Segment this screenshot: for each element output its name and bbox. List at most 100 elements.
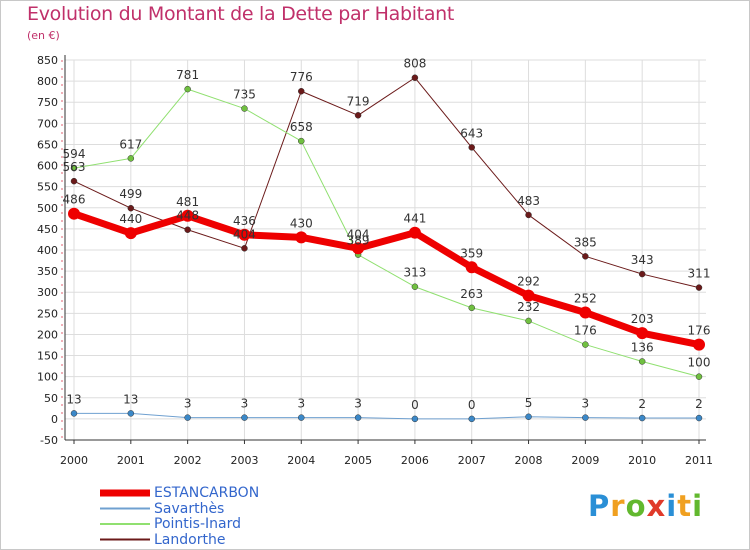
point-pointis-inard: [70, 164, 78, 172]
logo-letter: i: [666, 489, 678, 523]
x-tick-label: 2006: [401, 454, 429, 467]
legend-label-estancarbon: ESTANCARBON: [154, 485, 260, 501]
data-label-pointis-inard: 617: [119, 137, 142, 151]
data-label-estancarbon: 176: [688, 324, 711, 338]
x-tick-label: 2004: [287, 454, 315, 467]
data-label-pointis-inard: 594: [63, 147, 86, 161]
data-label-estancarbon: 404: [347, 227, 370, 241]
logo-letter: P: [588, 489, 611, 523]
data-label-estancarbon: 252: [574, 291, 597, 305]
chart-subtitle: (en €): [27, 29, 60, 42]
data-label-landorthe: 719: [347, 94, 370, 108]
data-label-pointis-inard: 176: [574, 324, 597, 338]
series-line-pointis-inard: [73, 88, 700, 378]
y-tick-label: 100: [37, 371, 58, 384]
data-label-savarth-s: 5: [525, 396, 533, 410]
y-tick-label: 150: [37, 350, 58, 363]
data-label-landorthe: 404: [233, 227, 256, 241]
data-label-pointis-inard: 232: [517, 300, 540, 314]
data-label-estancarbon: 436: [233, 214, 256, 228]
point-savarth-s: [184, 414, 191, 421]
point-landorthe: [354, 112, 362, 119]
logo-letter: r: [610, 489, 626, 523]
data-label-landorthe: 311: [688, 267, 711, 281]
data-label-landorthe: 499: [119, 187, 142, 201]
point-estancarbon: [295, 231, 308, 244]
point-savarth-s: [468, 415, 475, 423]
point-savarth-s: [638, 414, 646, 422]
grid: [65, 59, 706, 441]
data-label-savarth-s: 3: [354, 397, 362, 411]
logo-letter: t: [677, 489, 693, 523]
y-tick-label: 750: [37, 96, 58, 109]
point-pointis-inard: [695, 373, 703, 380]
legend-label-landorthe: Landorthe: [154, 531, 226, 548]
y-tick-label: -50: [40, 434, 58, 447]
data-label-landorthe: 776: [290, 70, 313, 84]
y-tick-label: 800: [37, 75, 58, 88]
point-landorthe: [70, 177, 78, 185]
y-tick-label: 550: [37, 181, 58, 194]
point-savarth-s: [525, 413, 532, 421]
data-label-pointis-inard: 735: [233, 88, 256, 102]
y-tick-label: 650: [37, 138, 58, 151]
y-tick-label: 0: [51, 413, 58, 426]
data-label-savarth-s: 3: [184, 397, 192, 411]
point-estancarbon: [68, 207, 80, 220]
series-line-landorthe: [73, 77, 700, 289]
legend-label-pointis-inard: Pointis-Inard: [154, 516, 241, 532]
point-landorthe: [184, 226, 191, 233]
point-savarth-s: [298, 414, 305, 421]
x-tick-label: 2000: [60, 454, 88, 467]
point-savarth-s: [582, 414, 589, 421]
proxiti-logo: Proxiti: [588, 489, 703, 523]
data-label-savarth-s: 3: [297, 397, 305, 411]
data-label-landorthe: 448: [176, 209, 199, 223]
data-label-savarth-s: 3: [582, 397, 590, 411]
point-estancarbon: [522, 289, 535, 302]
x-tick-label: 2008: [515, 454, 543, 467]
point-estancarbon: [408, 226, 421, 239]
point-landorthe: [695, 284, 703, 291]
data-label-landorthe: 563: [63, 160, 86, 174]
y-tick-label: 850: [37, 54, 58, 67]
x-tick-label: 2007: [458, 454, 486, 467]
y-tick-label: 350: [37, 265, 58, 278]
data-label-estancarbon: 441: [403, 212, 426, 226]
data-label-savarth-s: 0: [411, 398, 419, 412]
data-label-savarth-s: 2: [638, 397, 646, 411]
data-label-savarth-s: 13: [66, 392, 81, 406]
data-label-estancarbon: 486: [63, 193, 86, 207]
data-label-estancarbon: 481: [176, 195, 199, 209]
point-estancarbon: [352, 242, 365, 255]
data-label-savarth-s: 13: [123, 392, 138, 406]
point-estancarbon: [124, 227, 137, 240]
data-label-landorthe: 343: [631, 253, 654, 267]
point-savarth-s: [241, 414, 248, 421]
point-pointis-inard: [241, 105, 248, 112]
data-label-estancarbon: 203: [631, 312, 654, 326]
point-savarth-s: [354, 414, 362, 421]
y-tick-label: 50: [44, 392, 58, 405]
data-label-estancarbon: 430: [290, 216, 313, 230]
point-pointis-inard: [184, 85, 191, 93]
y-tick-label: 450: [37, 223, 58, 236]
point-landorthe: [638, 270, 646, 278]
y-tick-label: 500: [37, 202, 58, 215]
y-tick-label: 700: [37, 117, 58, 130]
data-label-landorthe: 643: [460, 126, 483, 140]
y-tick-label: 400: [37, 244, 58, 257]
data-label-landorthe: 385: [574, 235, 597, 249]
point-landorthe: [241, 245, 248, 252]
y-tick-label: 250: [37, 307, 58, 320]
point-savarth-s: [70, 410, 78, 417]
point-estancarbon: [693, 338, 705, 351]
data-label-savarth-s: 3: [241, 397, 249, 411]
data-label-savarth-s: 0: [468, 398, 476, 412]
x-tick-label: 2011: [685, 454, 713, 467]
data-label-estancarbon: 359: [460, 246, 483, 260]
data-label-pointis-inard: 781: [176, 68, 199, 82]
x-tick-label: 2009: [571, 454, 599, 467]
data-label-estancarbon: 292: [517, 275, 540, 289]
